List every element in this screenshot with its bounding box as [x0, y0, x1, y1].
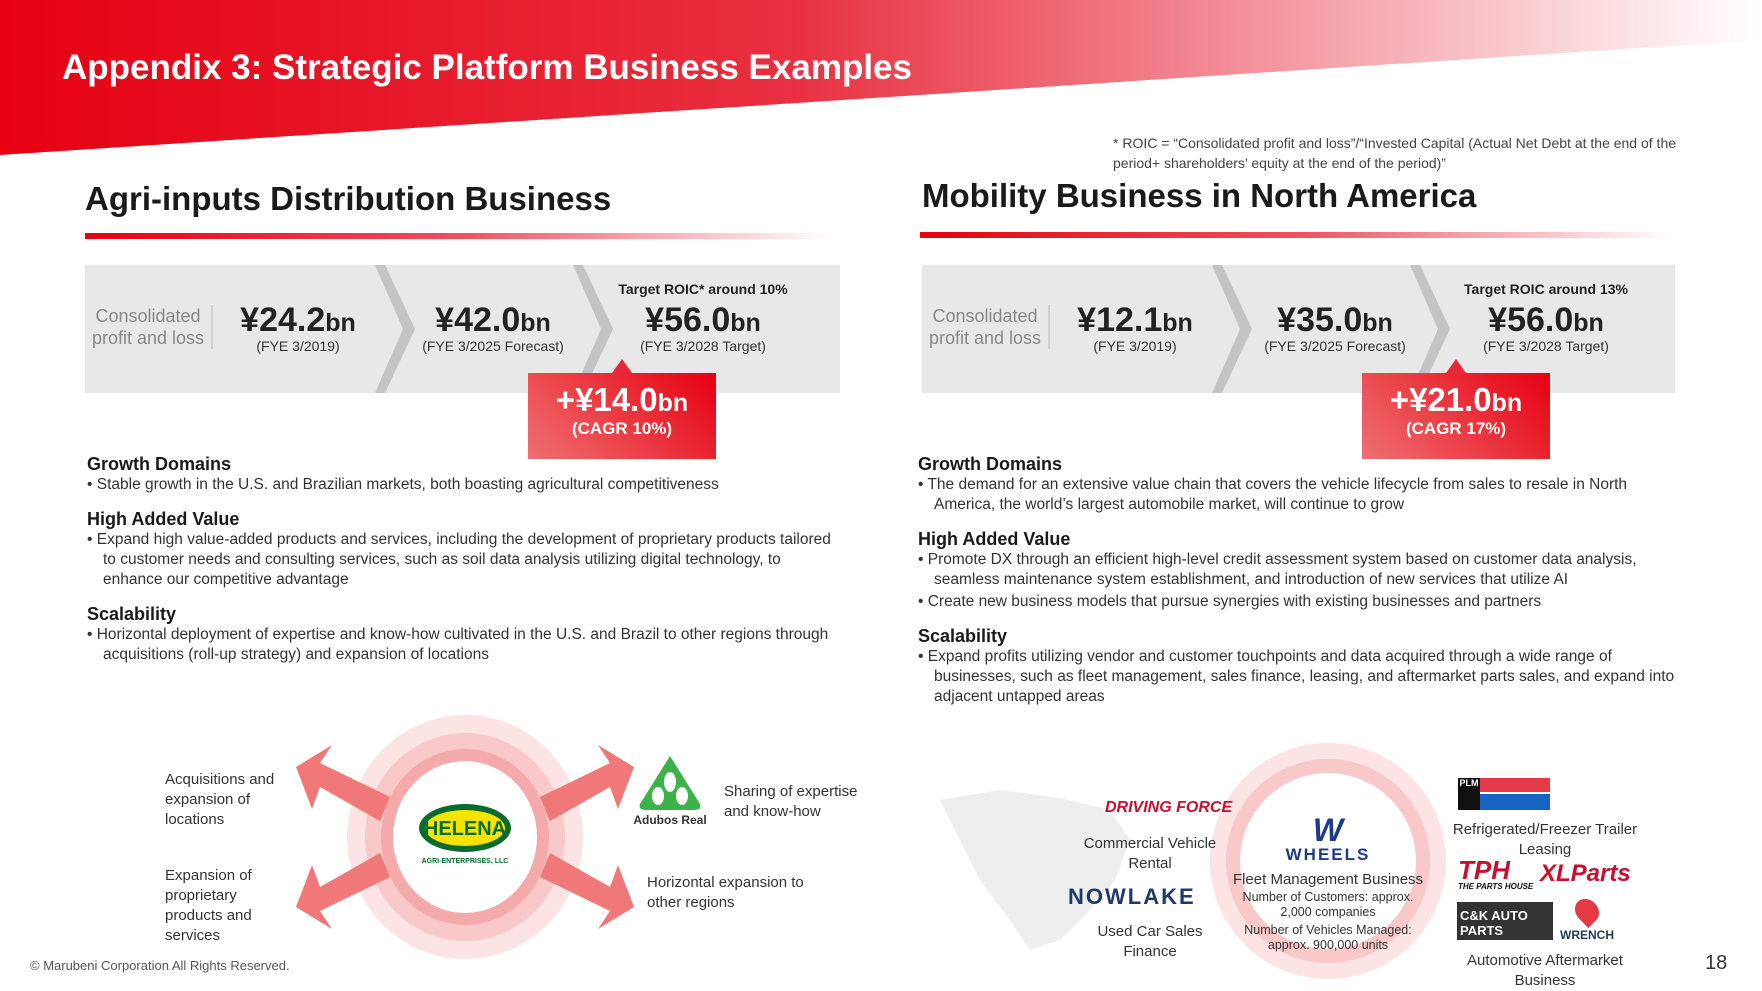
- value-2025-label: (FYE 3/2025 Forecast): [1264, 338, 1406, 354]
- agri-profit-panel: Consolidated profit and loss ¥24.2bn (FYE…: [85, 265, 840, 393]
- chevron-arrow-icon: [1212, 265, 1252, 393]
- agri-details: Growth Domains Stable growth in the U.S.…: [87, 454, 837, 665]
- driving-force-logo: DRIVING FORCE: [1105, 799, 1233, 816]
- target-roic: Target ROIC* around 10%: [618, 281, 788, 297]
- bullet: The demand for an extensive value chain …: [918, 475, 1686, 515]
- caption-used-car: Used Car Sales Finance: [1097, 923, 1203, 960]
- section-heading: Growth Domains: [918, 454, 1063, 474]
- section-heading: High Added Value: [918, 529, 1071, 549]
- agri-heading: Agri-inputs Distribution Business: [85, 180, 612, 217]
- caption-acquisitions: Acquisitions and expansion of locations: [165, 771, 275, 828]
- copyright: © Marubeni Corporation All Rights Reserv…: [30, 958, 290, 973]
- mobility-heading: Mobility Business in North America: [922, 177, 1477, 214]
- caption-horizontal: Horizontal expansion to other regions: [647, 874, 804, 911]
- ck-auto-parts-logo: C&K AUTO PARTS: [1457, 902, 1553, 940]
- chevron-arrow-icon: [375, 265, 415, 393]
- xl-parts-logo: XLParts: [1540, 860, 1631, 887]
- value-2025: ¥42.0bn: [435, 301, 551, 339]
- fleet-info: Fleet Management Business Number of Custo…: [1232, 871, 1424, 952]
- growth-badge: +¥21.0bn (CAGR 17%): [1362, 359, 1550, 459]
- nowlake-logo: NOWLAKE: [1068, 884, 1196, 909]
- metric-label: Consolidated profit and loss: [85, 305, 213, 349]
- value-2028: ¥56.0bn: [1488, 301, 1604, 339]
- value-2025: ¥35.0bn: [1277, 301, 1393, 339]
- caption-trailer: Refrigerated/Freezer Trailer Leasing: [1452, 821, 1638, 858]
- mobility-details: Growth Domains The demand for an extensi…: [918, 454, 1686, 707]
- bullet: Stable growth in the U.S. and Brazilian …: [87, 475, 837, 495]
- target-roic: Target ROIC around 13%: [1464, 281, 1628, 297]
- growth-badge: +¥14.0bn (CAGR 10%): [528, 359, 716, 459]
- header-banner: [0, 0, 1762, 155]
- bullet: Horizontal deployment of expertise and k…: [87, 625, 837, 665]
- metric-label: Consolidated profit and loss: [922, 305, 1050, 349]
- plm-logo: PLM: [1458, 778, 1550, 810]
- bullet: Promote DX through an efficient high-lev…: [918, 550, 1686, 590]
- chevron-arrow-icon: [573, 265, 613, 393]
- bullet: Create new business models that pursue s…: [918, 592, 1686, 612]
- north-america-map: [940, 790, 1130, 950]
- value-2028-label: (FYE 3/2028 Target): [640, 338, 766, 354]
- svg-text:HELENA: HELENA: [424, 818, 506, 840]
- page-number: 18: [1705, 952, 1728, 974]
- value-2019-label: (FYE 3/2019): [1093, 338, 1177, 354]
- bullet: Expand high value-added products and ser…: [87, 530, 837, 590]
- section-heading: Scalability: [87, 604, 177, 624]
- value-2019-label: (FYE 3/2019): [256, 338, 340, 354]
- value-2028: ¥56.0bn: [645, 301, 761, 339]
- wheels-logo: W WHEELS: [1285, 812, 1371, 864]
- caption-aftermarket: Automotive Aftermarket Business: [1467, 952, 1623, 989]
- bullet: Expand profits utilizing vendor and cust…: [918, 647, 1686, 707]
- value-2019: ¥24.2bn: [240, 301, 356, 339]
- caption-rental: Commercial Vehicle Rental: [1083, 835, 1217, 872]
- expansion-diagram: HELENA AGRI-ENTERPRISES, LLC: [296, 715, 634, 959]
- wrench-logo: WRENCH: [1560, 894, 1614, 942]
- svg-text:Adubos Real: Adubos Real: [633, 813, 706, 827]
- section-heading: Scalability: [918, 626, 1008, 646]
- section-heading: High Added Value: [87, 509, 240, 529]
- section-heading: Growth Domains: [87, 454, 232, 474]
- adubos-real-logo: Adubos Real: [633, 756, 707, 827]
- arrows: [296, 745, 634, 929]
- value-2019: ¥12.1bn: [1077, 301, 1193, 339]
- roic-footnote: * ROIC = “Consolidated profit and loss”/…: [1113, 135, 1677, 171]
- value-2028-label: (FYE 3/2028 Target): [1483, 338, 1609, 354]
- page-title: Appendix 3: Strategic Platform Business …: [62, 48, 912, 87]
- heading-underline: [920, 232, 1672, 238]
- chevron-arrow-icon: [1410, 265, 1450, 393]
- tph-logo: TPH THE PARTS HOUSE: [1458, 855, 1534, 891]
- caption-expertise: Sharing of expertise and know-how: [724, 783, 858, 820]
- mobility-profit-panel: Consolidated profit and loss ¥12.1bn (FYE…: [922, 265, 1675, 393]
- heading-underline: [85, 233, 835, 239]
- svg-text:AGRI-ENTERPRISES, LLC: AGRI-ENTERPRISES, LLC: [422, 858, 509, 865]
- caption-proprietary: Expansion of proprietary products and se…: [165, 867, 252, 944]
- value-2025-label: (FYE 3/2025 Forecast): [422, 338, 564, 354]
